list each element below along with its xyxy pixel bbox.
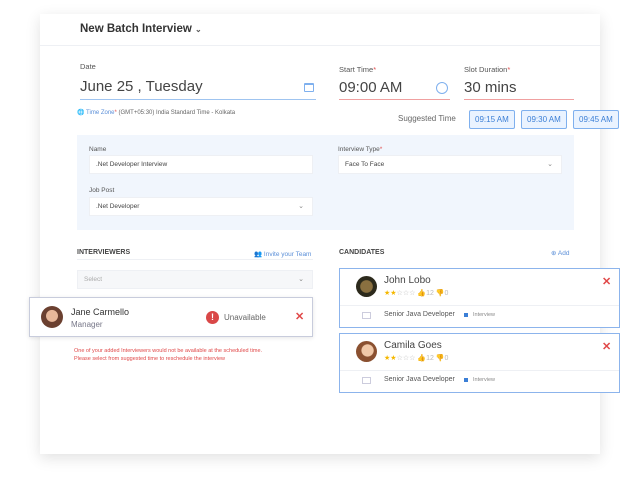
candidate-position: Senior Java Developer [384,311,455,318]
users-icon: 👥 [254,251,263,258]
remove-icon[interactable]: ✕ [295,311,305,323]
candidate-card: Camila Goes ★★☆☆☆ 👍12 👎0 ✕ Senior Java D… [339,333,620,393]
slot-duration-field[interactable]: 30 mins [464,79,574,100]
interview-type-label: Interview Type* [338,146,383,153]
avatar [356,276,377,297]
slot-duration-label: Slot Duration* [464,65,511,74]
date-label: Date [80,62,96,71]
start-time-field[interactable]: 09:00 AM [339,79,450,100]
calendar-icon[interactable] [304,83,314,92]
chevron-down-icon: ⌄ [195,25,202,34]
interviewer-select[interactable]: Select ⌄ [77,270,313,289]
start-time-value: 09:00 AM [339,79,403,96]
start-time-label: Start Time* [339,65,377,74]
candidate-stage: Interview [473,312,496,318]
slot-duration-value: 30 mins [464,79,517,96]
alert-icon: ! [206,311,219,324]
availability-status: Unavailable [224,313,266,322]
thumbs-down-icon: 👎 [435,355,445,362]
plus-circle-icon: ⊕ [551,250,557,257]
chevron-down-icon: ⌄ [547,161,553,168]
interview-type-select[interactable]: Face To Face ⌄ [338,155,562,174]
title-text: New Batch Interview [80,23,192,35]
briefcase-icon [362,312,371,319]
thumbs-up-icon: 👍 [417,355,427,362]
candidates-title: CANDIDATES [339,249,385,256]
remove-icon[interactable]: ✕ [602,341,612,353]
timezone-value: (GMT+05:30) India Standard Time - Kolkat… [118,110,236,116]
divider [40,45,600,46]
suggested-time-0915[interactable]: 09:15 AM [469,110,515,129]
candidate-name: Camila Goes [384,340,442,351]
interviewer-name: Jane Carmello [71,307,130,317]
thumbs-down-icon: 👎 [435,290,445,297]
date-field[interactable]: June 25 , Tuesday [80,78,316,100]
avatar [356,341,377,362]
avatar [41,306,63,328]
interviewers-title: INTERVIEWERS [77,249,131,256]
timezone: 🌐 Time Zone* (GMT+05:30) India Standard … [77,110,236,116]
divider [340,370,619,371]
interviewer-card: Jane Carmello Manager ! Unavailable ✕ [29,297,313,337]
clock-icon[interactable] [436,82,448,94]
stage-dot [464,378,468,382]
chevron-down-icon: ⌄ [298,203,304,210]
job-post-select[interactable]: .Net Developer ⌄ [89,197,313,216]
divider [77,259,313,260]
globe-icon: 🌐 [77,110,85,116]
chevron-down-icon: ⌄ [298,276,304,283]
suggested-time-label: Suggested Time [398,114,456,123]
timezone-label: Time Zone [86,110,115,116]
rating-stars: ★★☆☆☆ 👍12 👎0 [384,355,449,362]
candidate-stage: Interview [473,377,496,383]
suggested-time-0930[interactable]: 09:30 AM [521,110,567,129]
interview-type-value: Face To Face [345,161,385,168]
name-input[interactable]: .Net Developer Interview [89,155,313,174]
add-candidate-button[interactable]: ⊕ Add [551,250,570,257]
rating-stars: ★★☆☆☆ 👍12 👎0 [384,290,449,297]
briefcase-icon [362,377,371,384]
date-value: June 25 , Tuesday [80,78,203,95]
select-placeholder: Select [84,276,103,283]
remove-icon[interactable]: ✕ [602,276,612,288]
divider [340,305,619,306]
suggested-time-0945[interactable]: 09:45 AM [573,110,619,129]
page-title[interactable]: New Batch Interview ⌄ [80,23,202,35]
candidate-position: Senior Java Developer [384,376,455,383]
interviewer-role: Manager [71,320,103,329]
availability-error: One of your added Interviewers would not… [74,348,263,362]
job-post-value: .Net Developer [96,203,140,210]
stage-dot [464,313,468,317]
invite-team-link[interactable]: 👥 Invite your Team [254,251,312,258]
candidate-card: John Lobo ★★☆☆☆ 👍12 👎0 ✕ Senior Java Dev… [339,268,620,328]
thumbs-up-icon: 👍 [417,290,427,297]
candidate-name: John Lobo [384,275,431,286]
job-post-label: Job Post [89,187,115,194]
name-label: Name [89,146,107,153]
